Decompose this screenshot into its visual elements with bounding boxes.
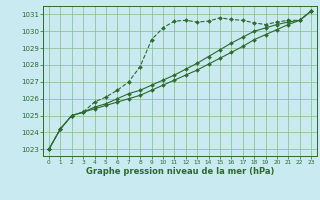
- X-axis label: Graphe pression niveau de la mer (hPa): Graphe pression niveau de la mer (hPa): [86, 167, 274, 176]
